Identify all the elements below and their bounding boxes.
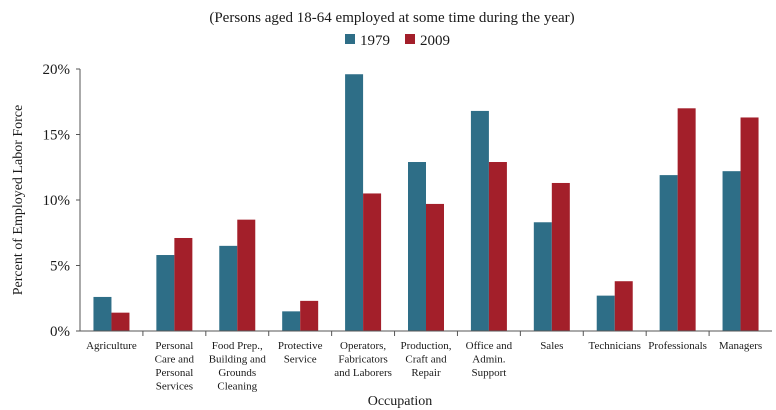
bar-1979 [533, 222, 552, 331]
y-tick-label: 5% [50, 259, 70, 275]
x-tick-label: Professionals [648, 340, 707, 352]
bar-1979 [282, 311, 301, 331]
bar-1979 [219, 245, 238, 331]
x-tick-label: Operators, Fabricators and Laborers [334, 340, 392, 379]
y-axis-ticks: 0% 5% 10% 15% 20% [43, 62, 80, 340]
bar-1979 [93, 296, 112, 331]
bar-1979 [408, 162, 426, 331]
bar-2009 [740, 117, 759, 331]
bar-1979 [345, 74, 364, 332]
x-tick-label: Protective Service [278, 340, 323, 366]
bar-2009 [488, 162, 507, 331]
x-tick-label: Office and Admin. Support [466, 340, 513, 379]
bar-2009 [300, 300, 319, 331]
x-tick-label: Managers [719, 340, 762, 352]
x-axis-ticks: Agriculture Personal Care and Personal Servi… [86, 331, 762, 393]
bar-2009 [677, 108, 696, 331]
bars [93, 74, 759, 332]
x-axis-title: Occupation [368, 394, 433, 409]
x-tick-label: Food Prep., Building and Grounds Cleaning [209, 340, 267, 393]
legend: 1979 2009 [345, 33, 450, 49]
legend-swatch-1979 [345, 34, 355, 44]
y-tick-label: 10% [43, 193, 71, 209]
bar-2009 [174, 237, 193, 331]
bar-1979 [470, 110, 489, 331]
chart-subtitle: (Persons aged 18-64 employed at some tim… [209, 10, 574, 26]
legend-swatch-2009 [405, 34, 415, 44]
x-tick-label: Sales [540, 340, 563, 352]
y-axis-title: Percent of Employed Labor Force [11, 105, 26, 296]
bar-1979 [659, 175, 678, 331]
x-tick-label: Production, Craft and Repair [400, 340, 451, 379]
bar-1979 [722, 171, 741, 331]
bar-2009 [111, 312, 130, 331]
y-tick-label: 15% [43, 128, 71, 144]
bar-2009 [551, 182, 570, 331]
bar-2009 [426, 203, 444, 331]
bar-2009 [237, 219, 256, 331]
plot-area: 0% 5% 10% 15% 20% Agriculture Personal Care an… [43, 62, 772, 393]
x-tick-label: Personal Care and Personal Services [155, 340, 195, 393]
y-tick-label: 0% [50, 324, 70, 340]
x-tick-label: Agriculture [86, 340, 137, 352]
y-tick-label: 20% [43, 62, 71, 78]
legend-label-1979: 1979 [360, 33, 390, 49]
bar-2009 [614, 281, 633, 331]
bar-2009 [363, 193, 382, 331]
legend-label-2009: 2009 [420, 33, 450, 49]
bar-1979 [596, 295, 615, 331]
bar-1979 [156, 255, 175, 331]
x-tick-label: Technicians [589, 340, 641, 352]
